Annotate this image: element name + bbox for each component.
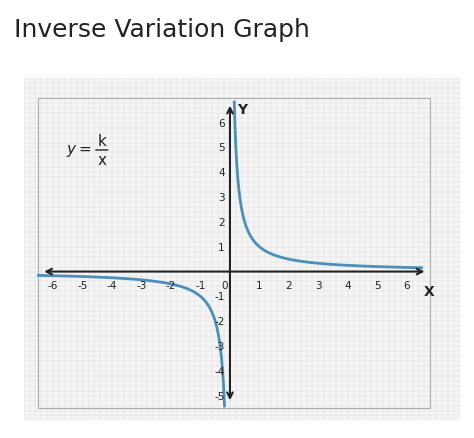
- Text: -4: -4: [107, 281, 117, 290]
- Text: 2: 2: [285, 281, 292, 290]
- Text: $y = $: $y = $: [66, 143, 91, 159]
- Text: 1: 1: [218, 242, 225, 252]
- Text: 2: 2: [218, 217, 225, 227]
- Text: -3: -3: [214, 341, 225, 351]
- Text: -1: -1: [195, 281, 206, 290]
- Text: -5: -5: [77, 281, 88, 290]
- Text: -2: -2: [214, 317, 225, 326]
- Bar: [38, 99, 430, 408]
- Text: Inverse Variation Graph: Inverse Variation Graph: [14, 18, 310, 42]
- Text: 4: 4: [218, 168, 225, 178]
- Text: 4: 4: [345, 281, 351, 290]
- Text: 1: 1: [256, 281, 263, 290]
- Text: 5: 5: [374, 281, 381, 290]
- Text: -6: -6: [48, 281, 58, 290]
- Text: -3: -3: [137, 281, 147, 290]
- Text: 6: 6: [403, 281, 410, 290]
- Text: -4: -4: [214, 366, 225, 376]
- Text: -1: -1: [214, 292, 225, 302]
- Text: 3: 3: [315, 281, 322, 290]
- Text: 6: 6: [218, 118, 225, 128]
- Text: x: x: [97, 153, 106, 168]
- Text: 5: 5: [218, 143, 225, 153]
- Text: 3: 3: [218, 193, 225, 203]
- Text: -5: -5: [214, 391, 225, 401]
- Text: k: k: [97, 133, 106, 148]
- Text: -2: -2: [166, 281, 176, 290]
- Text: Y: Y: [237, 102, 247, 117]
- Text: 0: 0: [221, 281, 228, 290]
- Text: X: X: [423, 284, 434, 298]
